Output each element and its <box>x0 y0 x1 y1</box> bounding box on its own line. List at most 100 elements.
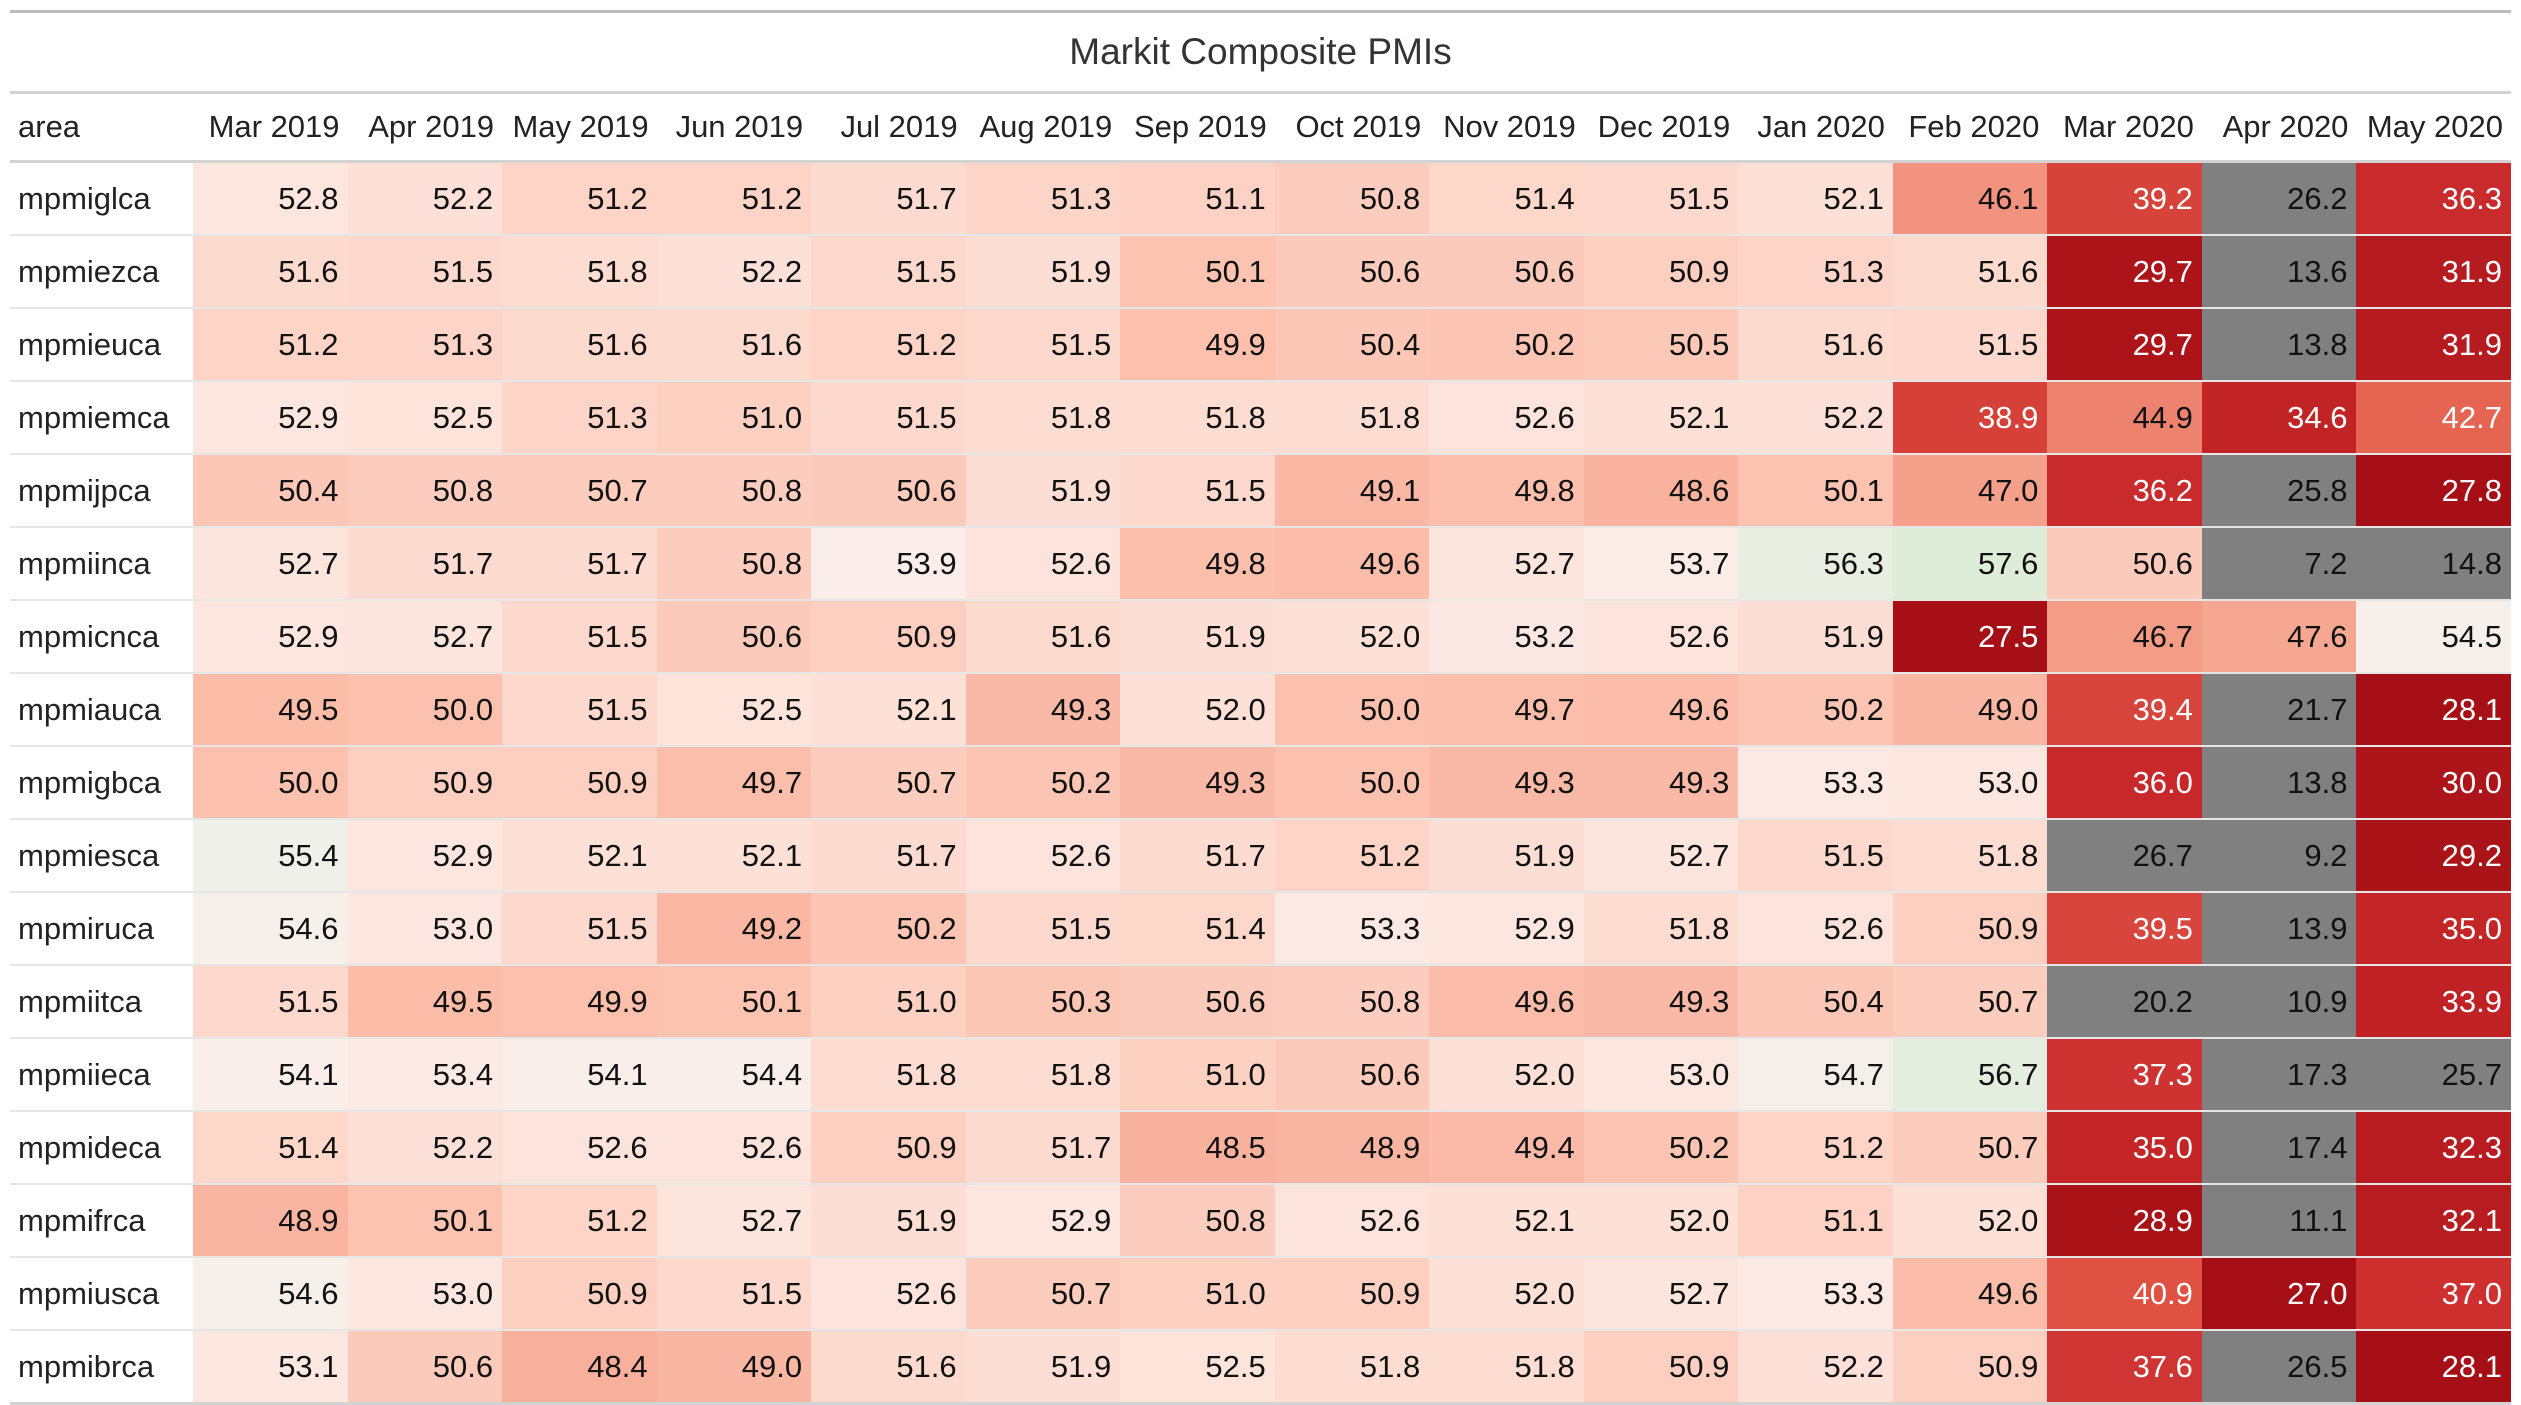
value-cell: 51.0 <box>1120 1038 1275 1112</box>
value-cell: 53.1 <box>193 1330 348 1405</box>
value-cell: 51.6 <box>193 235 348 309</box>
value-cell: 50.6 <box>1120 965 1275 1039</box>
value-cell: 50.9 <box>811 1111 966 1185</box>
value-cell: 50.0 <box>347 673 503 747</box>
value-cell: 52.1 <box>1429 1184 1584 1258</box>
table-row: mpmifrca 48.9 50.1 51.2 52.7 51.9 52.9 50.8 52.6… <box>10 1184 2511 1258</box>
value-cell: 51.5 <box>1892 308 2048 382</box>
value-cell: 37.3 <box>2047 1038 2202 1112</box>
table-body: mpmiglca 52.8 52.2 51.2 51.2 51.7 51.3 51.1 50.8… <box>10 161 2511 1405</box>
area-cell: mpmiemca <box>10 381 193 455</box>
value-cell: 48.9 <box>193 1184 348 1258</box>
value-cell: 49.3 <box>1583 965 1739 1039</box>
value-cell: 21.7 <box>2201 673 2357 747</box>
value-cell: 52.2 <box>1738 1330 1893 1405</box>
value-cell: 51.5 <box>811 381 966 455</box>
value-cell: 51.6 <box>656 308 812 382</box>
value-cell: 52.7 <box>347 600 503 674</box>
value-cell: 51.9 <box>965 235 1121 309</box>
value-cell: 52.1 <box>1583 381 1739 455</box>
value-cell: 51.8 <box>502 235 657 309</box>
value-cell: 51.6 <box>502 308 657 382</box>
value-cell: 50.8 <box>656 454 812 528</box>
value-cell: 50.5 <box>1583 308 1739 382</box>
value-cell: 49.3 <box>1583 746 1739 820</box>
value-cell: 52.7 <box>1429 527 1584 601</box>
value-cell: 50.6 <box>811 454 966 528</box>
value-cell: 50.9 <box>1892 892 2048 966</box>
table-row: mpmiezca 51.6 51.5 51.8 52.2 51.5 51.9 50.1 50.6… <box>10 235 2511 309</box>
value-cell: 49.3 <box>965 673 1121 747</box>
value-cell: 53.0 <box>347 1257 503 1331</box>
value-cell: 32.1 <box>2356 1184 2511 1258</box>
value-cell: 51.8 <box>1892 819 2048 893</box>
value-cell: 51.9 <box>1738 600 1893 674</box>
value-cell: 52.5 <box>1120 1330 1275 1405</box>
column-header: Mar 2019 <box>193 91 348 163</box>
value-cell: 54.6 <box>193 1257 348 1331</box>
value-cell: 50.9 <box>1274 1257 1430 1331</box>
value-cell: 49.9 <box>502 965 657 1039</box>
area-cell: mpmiglca <box>10 161 193 236</box>
value-cell: 34.6 <box>2201 381 2357 455</box>
value-cell: 50.7 <box>1892 965 2048 1039</box>
value-cell: 49.8 <box>1429 454 1584 528</box>
value-cell: 36.3 <box>2356 161 2511 236</box>
value-cell: 51.2 <box>193 308 348 382</box>
value-cell: 50.0 <box>1274 746 1430 820</box>
value-cell: 57.6 <box>1892 527 2048 601</box>
value-cell: 13.8 <box>2201 746 2357 820</box>
value-cell: 50.2 <box>1738 673 1893 747</box>
value-cell: 17.4 <box>2201 1111 2357 1185</box>
value-cell: 49.0 <box>656 1330 812 1405</box>
table-row: mpmibrca 53.1 50.6 48.4 49.0 51.6 51.9 52.5 51.8… <box>10 1330 2511 1405</box>
value-cell: 52.1 <box>811 673 966 747</box>
value-cell: 38.9 <box>1892 381 2048 455</box>
value-cell: 51.7 <box>502 527 657 601</box>
area-cell: mpmifrca <box>10 1184 193 1258</box>
table-row: mpmiruca 54.6 53.0 51.5 49.2 50.2 51.5 51.4 53.3… <box>10 892 2511 966</box>
value-cell: 49.3 <box>1429 746 1584 820</box>
area-cell: mpmiieca <box>10 1038 193 1112</box>
value-cell: 51.0 <box>656 381 812 455</box>
table-row: mpmideca 51.4 52.2 52.6 52.6 50.9 51.7 48.5 48.9… <box>10 1111 2511 1185</box>
value-cell: 27.5 <box>1892 600 2048 674</box>
value-cell: 52.5 <box>656 673 812 747</box>
value-cell: 51.5 <box>811 235 966 309</box>
value-cell: 50.9 <box>502 1257 657 1331</box>
value-cell: 51.6 <box>811 1330 966 1405</box>
value-cell: 52.1 <box>656 819 812 893</box>
value-cell: 50.8 <box>1274 161 1430 236</box>
value-cell: 46.7 <box>2047 600 2202 674</box>
value-cell: 49.8 <box>1120 527 1275 601</box>
value-cell: 54.7 <box>1738 1038 1893 1112</box>
value-cell: 49.6 <box>1583 673 1739 747</box>
value-cell: 26.7 <box>2047 819 2202 893</box>
value-cell: 52.6 <box>965 819 1121 893</box>
area-cell: mpmiezca <box>10 235 193 309</box>
value-cell: 51.8 <box>1120 381 1275 455</box>
value-cell: 51.3 <box>347 308 503 382</box>
value-cell: 55.4 <box>193 819 348 893</box>
table-row: mpmiinca 52.7 51.7 51.7 50.8 53.9 52.6 49.8 49.6… <box>10 527 2511 601</box>
value-cell: 51.2 <box>502 1184 657 1258</box>
column-header: Feb 2020 <box>1892 91 2048 163</box>
value-cell: 50.7 <box>502 454 657 528</box>
value-cell: 50.2 <box>811 892 966 966</box>
value-cell: 50.2 <box>1429 308 1584 382</box>
value-cell: 52.9 <box>1429 892 1584 966</box>
value-cell: 49.7 <box>1429 673 1584 747</box>
value-cell: 50.7 <box>811 746 966 820</box>
value-cell: 50.6 <box>1274 1038 1430 1112</box>
value-cell: 51.2 <box>502 161 657 236</box>
value-cell: 49.4 <box>1429 1111 1584 1185</box>
value-cell: 49.0 <box>1892 673 2048 747</box>
value-cell: 25.8 <box>2201 454 2357 528</box>
value-cell: 52.5 <box>347 381 503 455</box>
value-cell: 51.8 <box>811 1038 966 1112</box>
value-cell: 49.6 <box>1274 527 1430 601</box>
value-cell: 51.7 <box>811 819 966 893</box>
area-cell: mpmijpca <box>10 454 193 528</box>
column-header: Oct 2019 <box>1274 91 1430 163</box>
table-row: mpmiemca 52.9 52.5 51.3 51.0 51.5 51.8 51.8 51.8… <box>10 381 2511 455</box>
